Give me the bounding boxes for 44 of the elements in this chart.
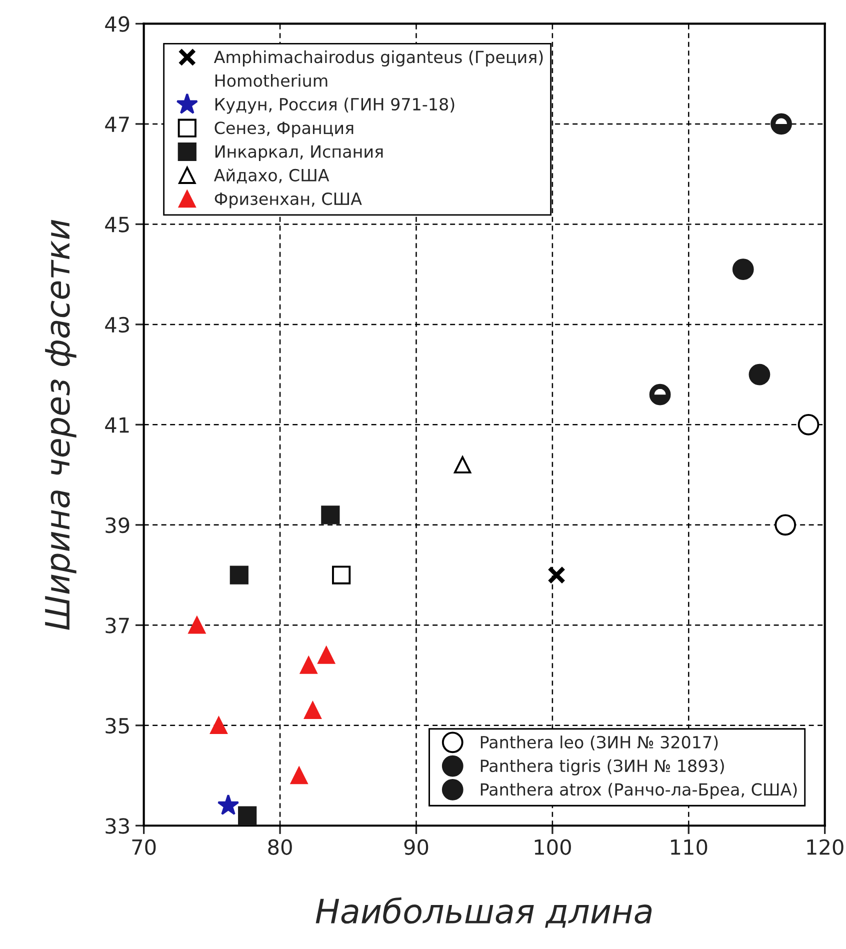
- x-tick-label: 120: [807, 839, 844, 855]
- point: [732, 258, 754, 280]
- point: [748, 364, 770, 386]
- y-tick-label: 47: [105, 116, 129, 132]
- x-tick-label: 80: [268, 839, 292, 855]
- y-tick-label: 33: [106, 818, 129, 834]
- point: [300, 656, 318, 674]
- point: [454, 456, 472, 474]
- y-axis-title: Ширина через фасетки: [45, 220, 76, 630]
- legend-label: Panthera atrox (Ранчо-ла-Бреа, США): [480, 782, 797, 799]
- y-tick-label: 35: [106, 718, 129, 734]
- point: [321, 506, 340, 524]
- point: [290, 766, 308, 784]
- legend-label: Сенез, Франция: [214, 122, 354, 138]
- legend-label: Panthera leo (ЗИН № 32017): [480, 736, 718, 750]
- x-axis-title: Наибольшая длина: [316, 897, 652, 928]
- y-tick-label: 39: [106, 517, 130, 534]
- legend-label: Panthera tigris (ЗИН № 1893): [480, 759, 724, 776]
- point: [332, 566, 351, 584]
- x-tick-label: 70: [132, 839, 156, 855]
- legend-label: Айдахо, США: [214, 168, 330, 184]
- point: [230, 566, 248, 584]
- legend-label: Amphimachairodus giganteus (Греция): [214, 50, 543, 67]
- legend-label: Homotherium: [215, 74, 328, 87]
- point: [210, 716, 228, 734]
- point: [774, 514, 796, 536]
- y-tick-label: 37: [106, 618, 129, 634]
- point: [304, 702, 322, 719]
- legend-label: Кудун, Россия (ГИН 971-18): [215, 98, 454, 114]
- legend-label: Инкаркал, Испания: [215, 145, 383, 162]
- point: [217, 794, 240, 815]
- point: [798, 414, 820, 436]
- point: [238, 806, 257, 825]
- y-tick-label: 45: [105, 216, 129, 232]
- y-tick-label: 43: [105, 316, 129, 333]
- point: [188, 616, 206, 634]
- point: [318, 646, 335, 664]
- x-tick-label: 90: [404, 839, 428, 855]
- y-tick-label: 49: [105, 16, 130, 32]
- y-tick-label: 41: [105, 417, 129, 433]
- x-tick-label: 110: [671, 839, 708, 855]
- point: [547, 566, 566, 584]
- x-tick-label: 100: [534, 839, 571, 855]
- legend-label: Фризенхан, США: [214, 192, 362, 208]
